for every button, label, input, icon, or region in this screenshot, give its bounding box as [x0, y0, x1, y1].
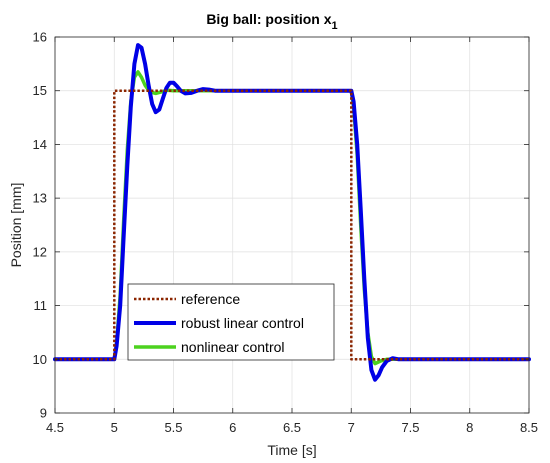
x-tick-label: 8	[466, 420, 473, 435]
legend-label: reference	[181, 291, 240, 307]
x-tick-label: 8.5	[520, 420, 538, 435]
y-tick-label: 14	[33, 137, 47, 152]
x-tick-label: 5.5	[164, 420, 182, 435]
x-tick-label: 6.5	[283, 420, 301, 435]
legend-label: robust linear control	[181, 315, 304, 331]
x-tick-label: 7.5	[401, 420, 419, 435]
x-tick-label: 7	[348, 420, 355, 435]
y-tick-label: 16	[33, 30, 47, 45]
x-tick-labels: 4.5 5 5.5 6 6.5 7 7.5 8 8.5	[46, 420, 538, 435]
chart-title-main: Big ball: position x	[206, 11, 331, 27]
y-tick-label: 10	[33, 352, 47, 367]
x-tick-label: 5	[111, 420, 118, 435]
x-tick-label: 4.5	[46, 420, 64, 435]
x-axis-label: Time [s]	[267, 442, 316, 458]
chart-title: Big ball: position x1	[206, 11, 337, 32]
y-tick-label: 13	[33, 191, 47, 206]
y-tick-label: 12	[33, 244, 47, 259]
y-tick-label: 11	[34, 298, 48, 313]
legend: reference robust linear control nonlinear …	[127, 283, 335, 361]
series-layer	[53, 43, 531, 382]
y-tick-label: 15	[33, 83, 47, 98]
chart-title-subscript: 1	[332, 20, 338, 32]
series-reference-line	[55, 89, 529, 361]
y-axis-label: Position [mm]	[8, 183, 24, 268]
y-tick-label: 9	[40, 406, 47, 421]
y-tick-labels: 9 10 11 12 13 14 15 16	[33, 30, 47, 421]
axis-ticks	[54, 36, 530, 414]
x-tick-label: 6	[229, 420, 236, 435]
legend-label: nonlinear control	[181, 339, 285, 355]
